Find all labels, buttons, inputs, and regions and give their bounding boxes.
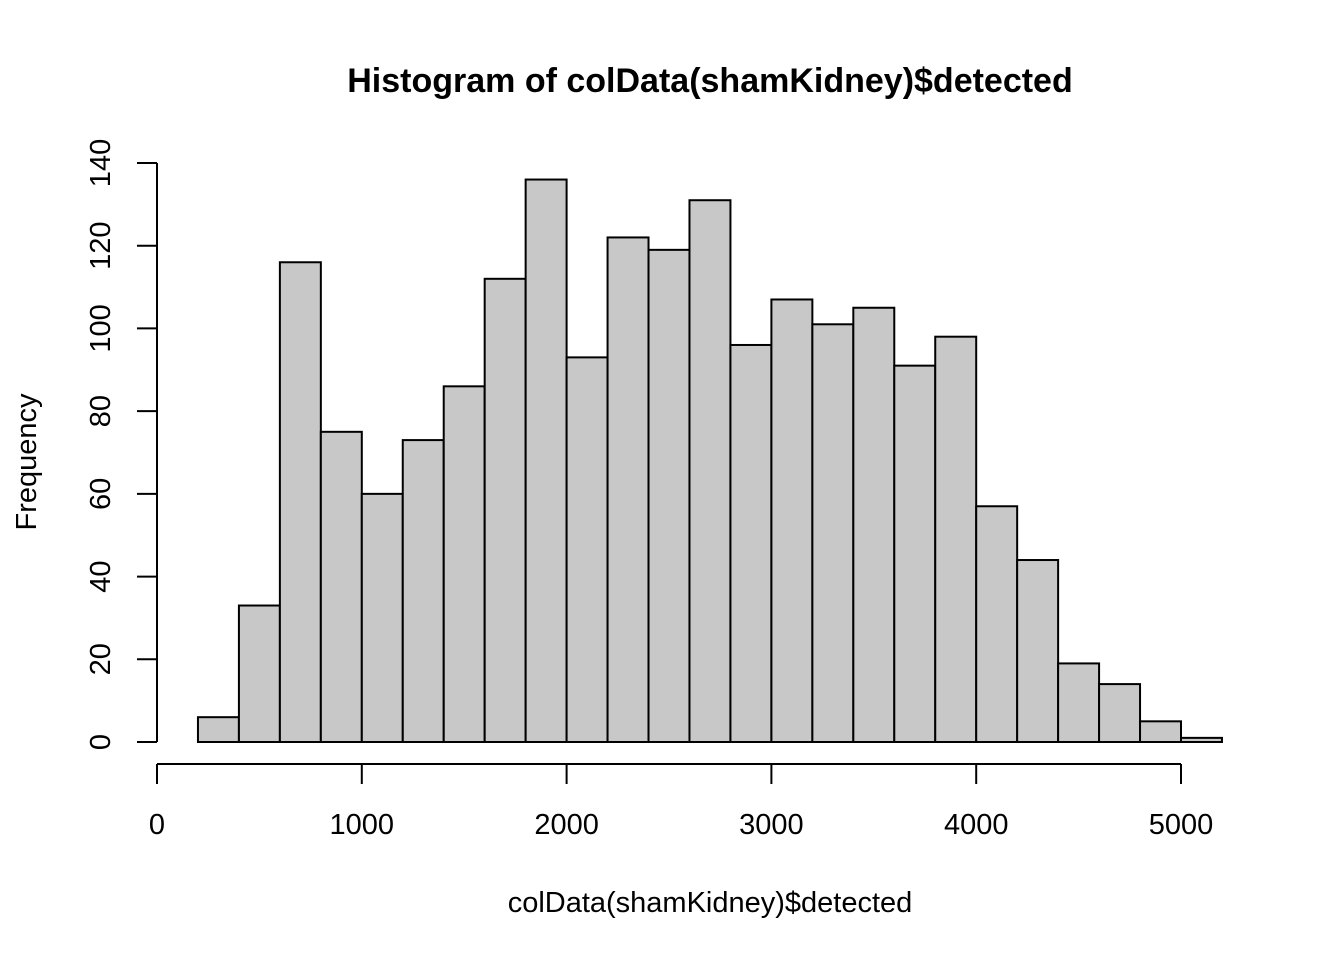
x-tick-label-3: 3000	[739, 809, 804, 841]
histogram-bar-4	[360, 492, 404, 743]
y-tick-label-1: 20	[85, 643, 117, 675]
histogram-bar-19	[975, 505, 1019, 743]
y-tick-label-2: 40	[85, 560, 117, 592]
x-tick-label-1: 1000	[330, 809, 395, 841]
histogram-bar-15	[811, 323, 855, 743]
histogram-bar-12	[688, 199, 732, 743]
histogram-bar-13	[729, 343, 773, 743]
histogram-bar-5	[401, 439, 445, 743]
x-axis: 0 1000 2000 3000 4000 5000	[149, 763, 1214, 841]
histogram-bar-21	[1057, 662, 1101, 744]
histogram-bar-0	[196, 716, 240, 744]
histogram-bar-17	[893, 364, 937, 743]
y-axis: 0 20 40 60 80 100 120 140	[85, 139, 158, 750]
x-tick-label-5: 5000	[1149, 809, 1214, 841]
bars-group	[196, 178, 1223, 744]
chart-title: Histogram of colData(shamKidney)$detecte…	[347, 62, 1073, 100]
histogram-bar-18	[934, 335, 978, 743]
x-axis-label: colData(shamKidney)$detected	[508, 887, 913, 919]
histogram-bar-2	[278, 261, 322, 743]
histogram-bar-1	[237, 604, 281, 743]
histogram-bar-6	[442, 385, 486, 743]
y-tick-label-7: 140	[85, 139, 117, 187]
histogram-bar-24	[1180, 736, 1223, 743]
histogram-bar-8	[524, 178, 568, 744]
histogram-bar-20	[1016, 559, 1060, 743]
histogram-bar-23	[1139, 720, 1183, 743]
y-tick-label-5: 100	[85, 304, 117, 352]
histogram-bar-16	[852, 306, 896, 743]
histogram-bar-14	[770, 298, 814, 743]
histogram-bar-9	[565, 356, 609, 743]
histogram-bar-7	[483, 277, 527, 743]
y-axis-label: Frequency	[11, 393, 43, 531]
x-tick-label-2: 2000	[534, 809, 599, 841]
y-tick-label-3: 60	[85, 478, 117, 510]
y-tick-label-4: 80	[85, 395, 117, 427]
y-tick-label-0: 0	[85, 734, 117, 750]
x-tick-label-0: 0	[149, 809, 165, 841]
histogram-bar-10	[606, 236, 650, 743]
y-tick-label-6: 120	[85, 222, 117, 270]
histogram-bar-3	[319, 430, 363, 743]
histogram-bar-11	[647, 248, 691, 743]
histogram-bar-22	[1098, 683, 1142, 743]
x-tick-label-4: 4000	[944, 809, 1009, 841]
